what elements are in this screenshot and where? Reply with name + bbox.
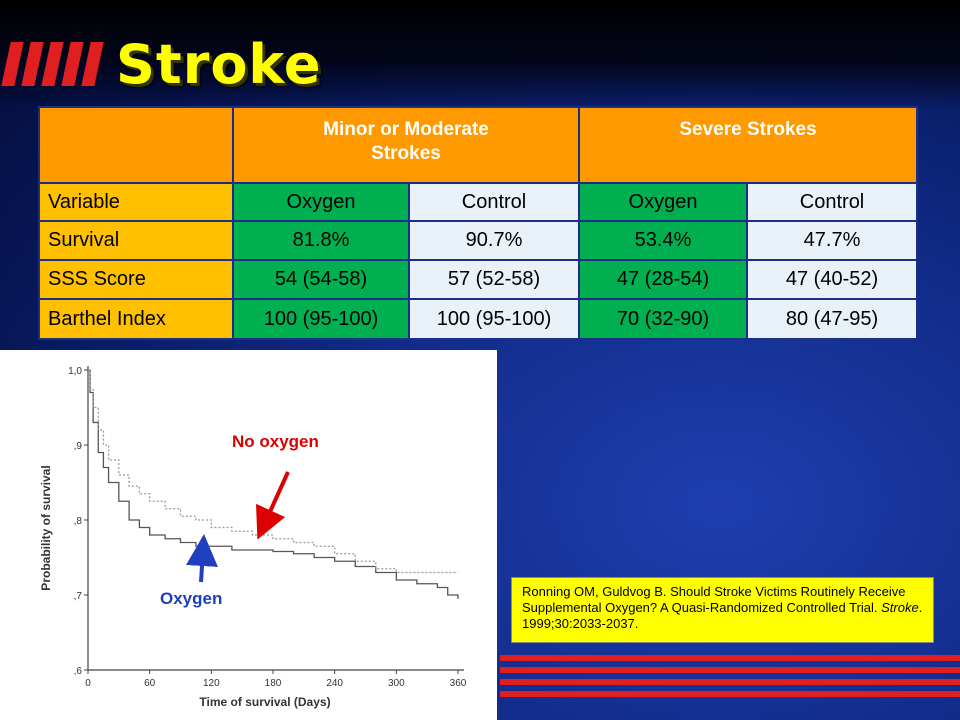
survival-curve-oxygen [88,369,459,599]
column-header-oxygen: Oxygen [578,182,749,222]
table-cell: 81.8% [232,220,410,261]
table-cell: 80 (47-95) [746,298,919,340]
survival-curve-no-oxygen [88,369,458,574]
survival-plot-panel: 1,0 ,9 ,8 ,7 ,6 0 60 120 180 240 300 360 Probabilit… [0,350,497,720]
table-cell: 54 (54-58) [232,259,410,300]
oxygen-label: Oxygen [160,589,222,608]
x-tick-label: 360 [450,678,467,689]
table-row: Barthel Index 100 (95-100) 100 (95-100) … [38,298,919,340]
table-cell: 47 (40-52) [746,259,919,300]
x-tick-label: 60 [144,678,156,689]
citation-box: Ronning OM, Guldvog B. Should Stroke Vic… [511,577,934,643]
slide-title: Stroke [116,33,322,96]
citation-text: Ronning OM, Guldvog B. Should Stroke Vic… [522,584,906,615]
header-band [0,0,960,110]
row-label-barthel-index: Barthel Index [38,298,234,340]
table-cell: 100 (95-100) [407,298,581,340]
table-cell: 100 (95-100) [232,298,410,340]
y-tick-label: ,8 [74,516,83,527]
column-header-control: Control [407,182,581,222]
table-cell: 47.7% [746,220,919,261]
oxygen-arrow [186,534,218,583]
y-tick-label: ,6 [74,666,83,677]
no-oxygen-label: No oxygen [232,432,319,451]
table-group-header-row: Minor or Moderate Strokes Severe Strokes [38,106,919,184]
survival-curve-chart: 1,0 ,9 ,8 ,7 ,60 60 120 180 240 300 360 Probabilit… [39,366,467,709]
x-axis-label: Time of survival (Days) [199,695,330,709]
y-tick-label: ,9 [74,441,83,452]
citation-details: . 1999;30:2033-2037. [522,600,923,631]
column-header-variable: Variable [38,182,234,222]
footer-red-lines-decoration [500,655,960,703]
results-table: Minor or Moderate Strokes Severe Strokes… [38,106,919,340]
table-cell: 53.4% [578,220,749,261]
x-tick-label: 0 [85,678,91,689]
group-header-severe: Severe Strokes [578,106,919,184]
column-header-control: Control [746,182,919,222]
table-cell: 70 (32-90) [578,298,749,340]
y-tick-label: ,7 [74,591,83,602]
y-axis-label: Probability of survival [39,465,53,590]
table-row: Survival 81.8% 90.7% 53.4% 47.7% [38,220,919,261]
table-row: SSS Score 54 (54-58) 57 (52-58) 47 (28-5… [38,259,919,300]
table-cell: 57 (52-58) [407,259,581,300]
x-tick-label: 180 [265,678,282,689]
table-corner-cell [38,106,234,184]
table-cell: 47 (28-54) [578,259,749,300]
column-header-oxygen: Oxygen [232,182,410,222]
group-header-line: Minor or Moderate [323,119,489,140]
no-oxygen-arrow [256,471,290,540]
row-label-sss-score: SSS Score [38,259,234,300]
group-header-line: Strokes [371,143,441,164]
x-tick-label: 240 [326,678,343,689]
x-tick-label: 120 [203,678,220,689]
table-cell: 90.7% [407,220,581,261]
group-header-line: Severe Strokes [679,119,817,140]
table-column-header-row: Variable Oxygen Control Oxygen Control [38,182,919,222]
y-tick-label: 1,0 [68,366,82,377]
x-tick-label: 300 [388,678,405,689]
row-label-survival: Survival [38,220,234,261]
group-header-minor-moderate: Minor or Moderate Strokes [231,106,581,184]
citation-journal: Stroke [881,600,919,615]
